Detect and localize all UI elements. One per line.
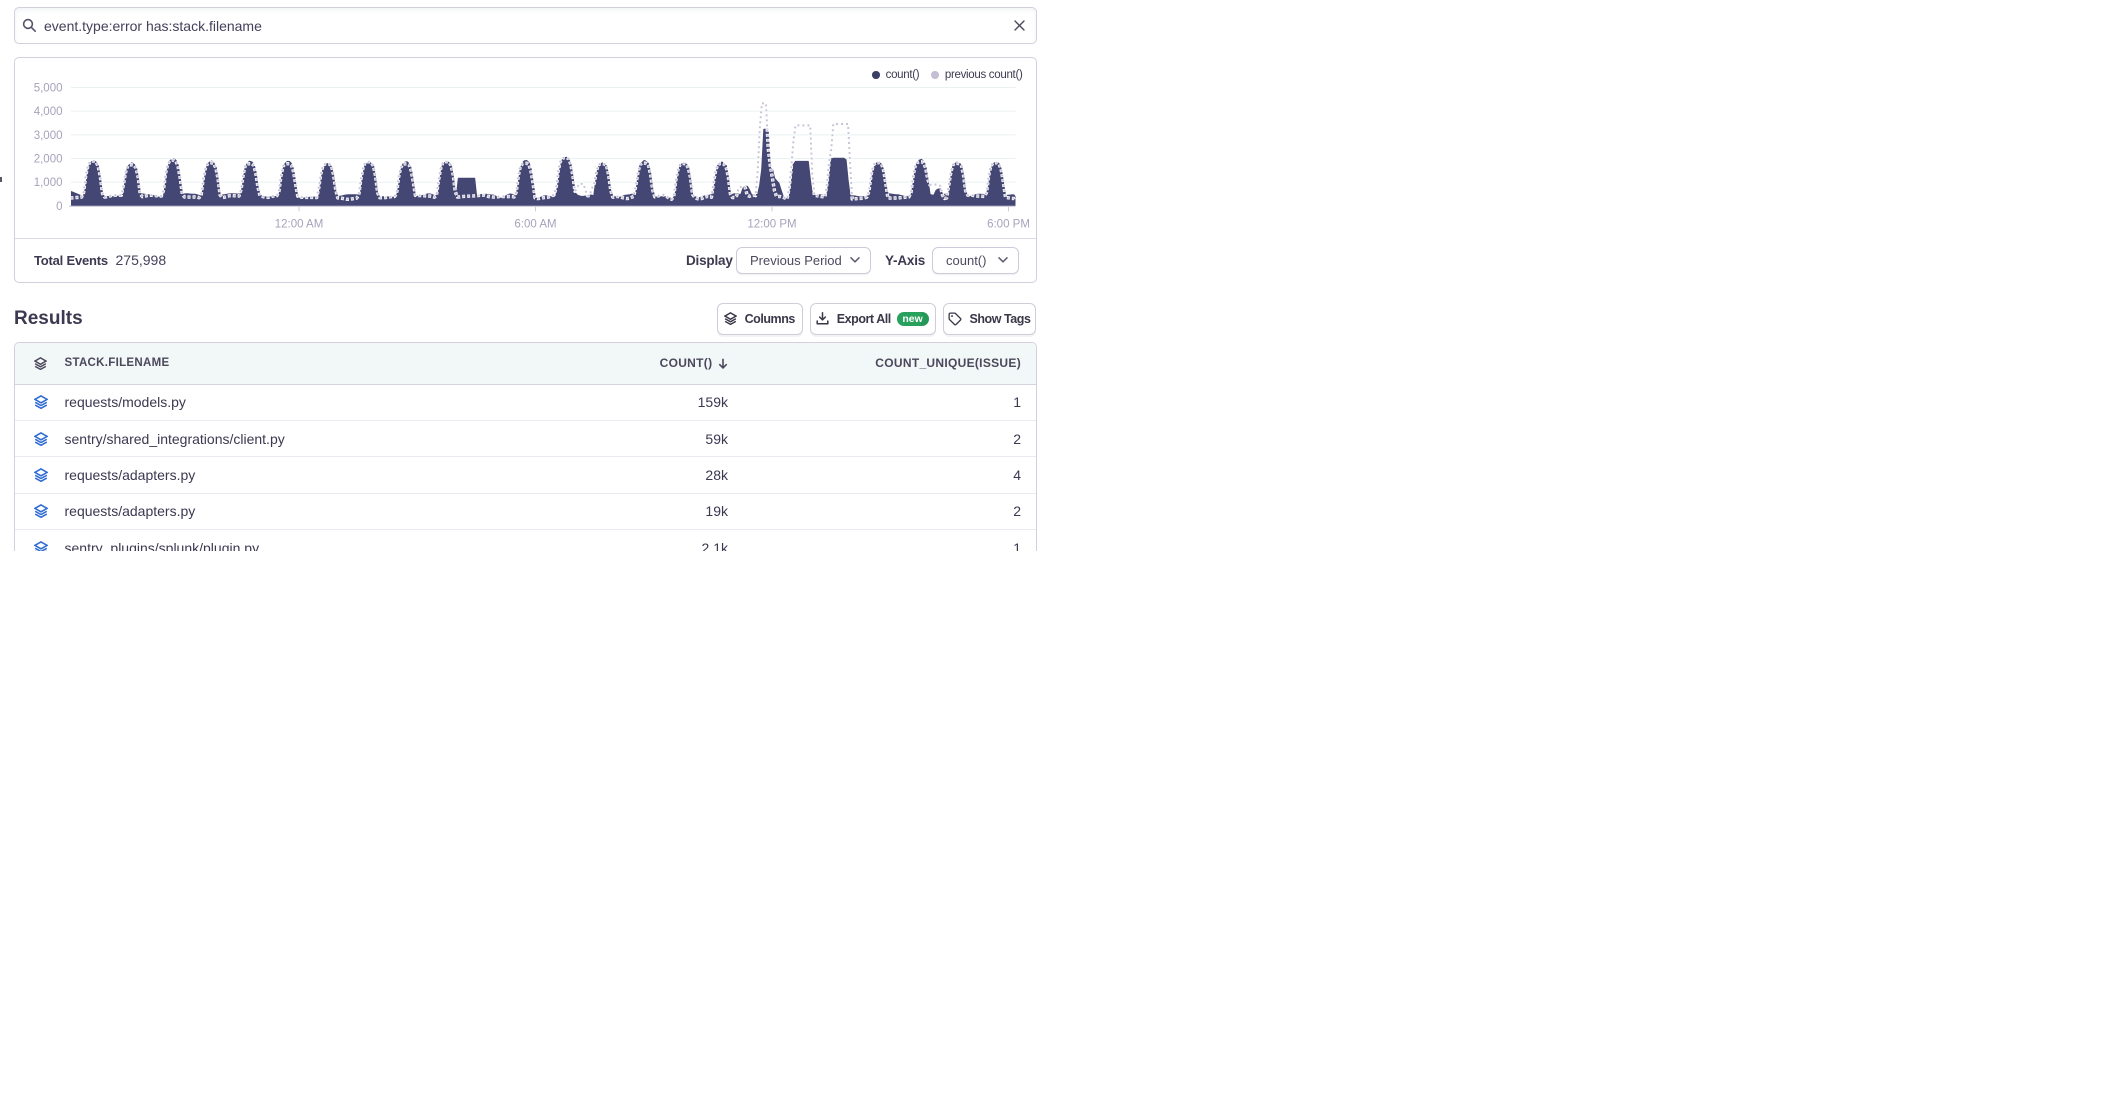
svg-text:1,000: 1,000 [34,177,63,189]
svg-text:3,000: 3,000 [34,129,63,141]
svg-text:2,000: 2,000 [34,153,63,165]
svg-text:0: 0 [56,200,62,212]
svg-text:6:00 PM: 6:00 PM [987,218,1030,230]
svg-text:5,000: 5,000 [34,82,63,94]
svg-text:12:00 PM: 12:00 PM [747,218,796,230]
svg-text:4,000: 4,000 [34,106,63,118]
svg-text:6:00 AM: 6:00 AM [514,218,556,230]
svg-text:12:00 AM: 12:00 AM [275,218,324,230]
